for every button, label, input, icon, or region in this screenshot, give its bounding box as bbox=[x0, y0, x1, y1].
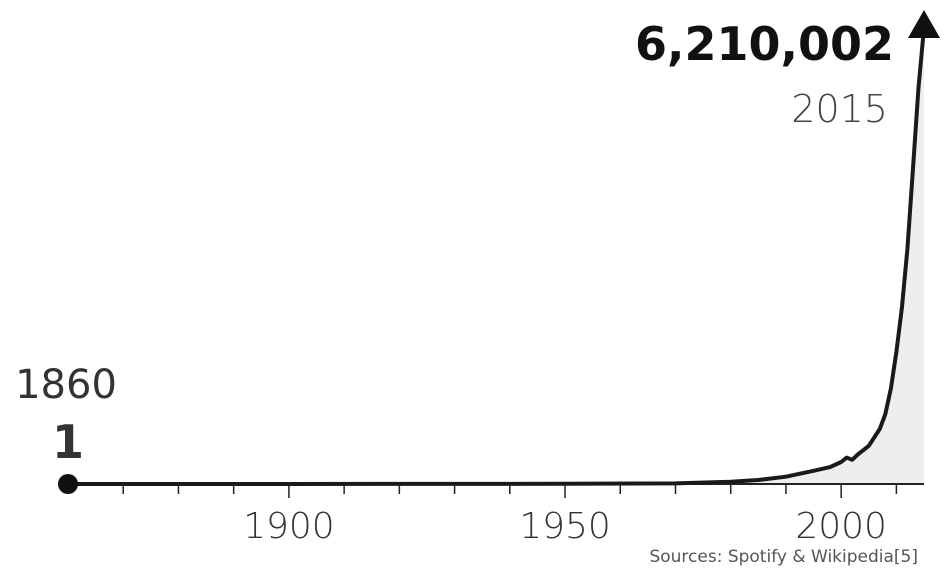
end-value-label: 6,210,002 bbox=[635, 17, 894, 71]
end-year-label: 2015 bbox=[791, 87, 888, 131]
start-year-label: 1860 bbox=[15, 362, 117, 408]
end-arrow-icon bbox=[908, 10, 940, 38]
source-note: Sources: Spotify & Wikipedia[5] bbox=[649, 547, 918, 567]
x-tick-label-2000: 2000 bbox=[795, 506, 887, 547]
x-tick-label-1950: 1950 bbox=[519, 506, 611, 547]
series-line bbox=[66, 26, 926, 486]
x-tick-labels: 1900 1950 2000 bbox=[243, 506, 887, 547]
major-tick-marks bbox=[288, 484, 842, 498]
x-tick-label-1900: 1900 bbox=[243, 506, 335, 547]
start-point-marker bbox=[58, 474, 78, 494]
start-value-label: 1 bbox=[52, 415, 84, 469]
